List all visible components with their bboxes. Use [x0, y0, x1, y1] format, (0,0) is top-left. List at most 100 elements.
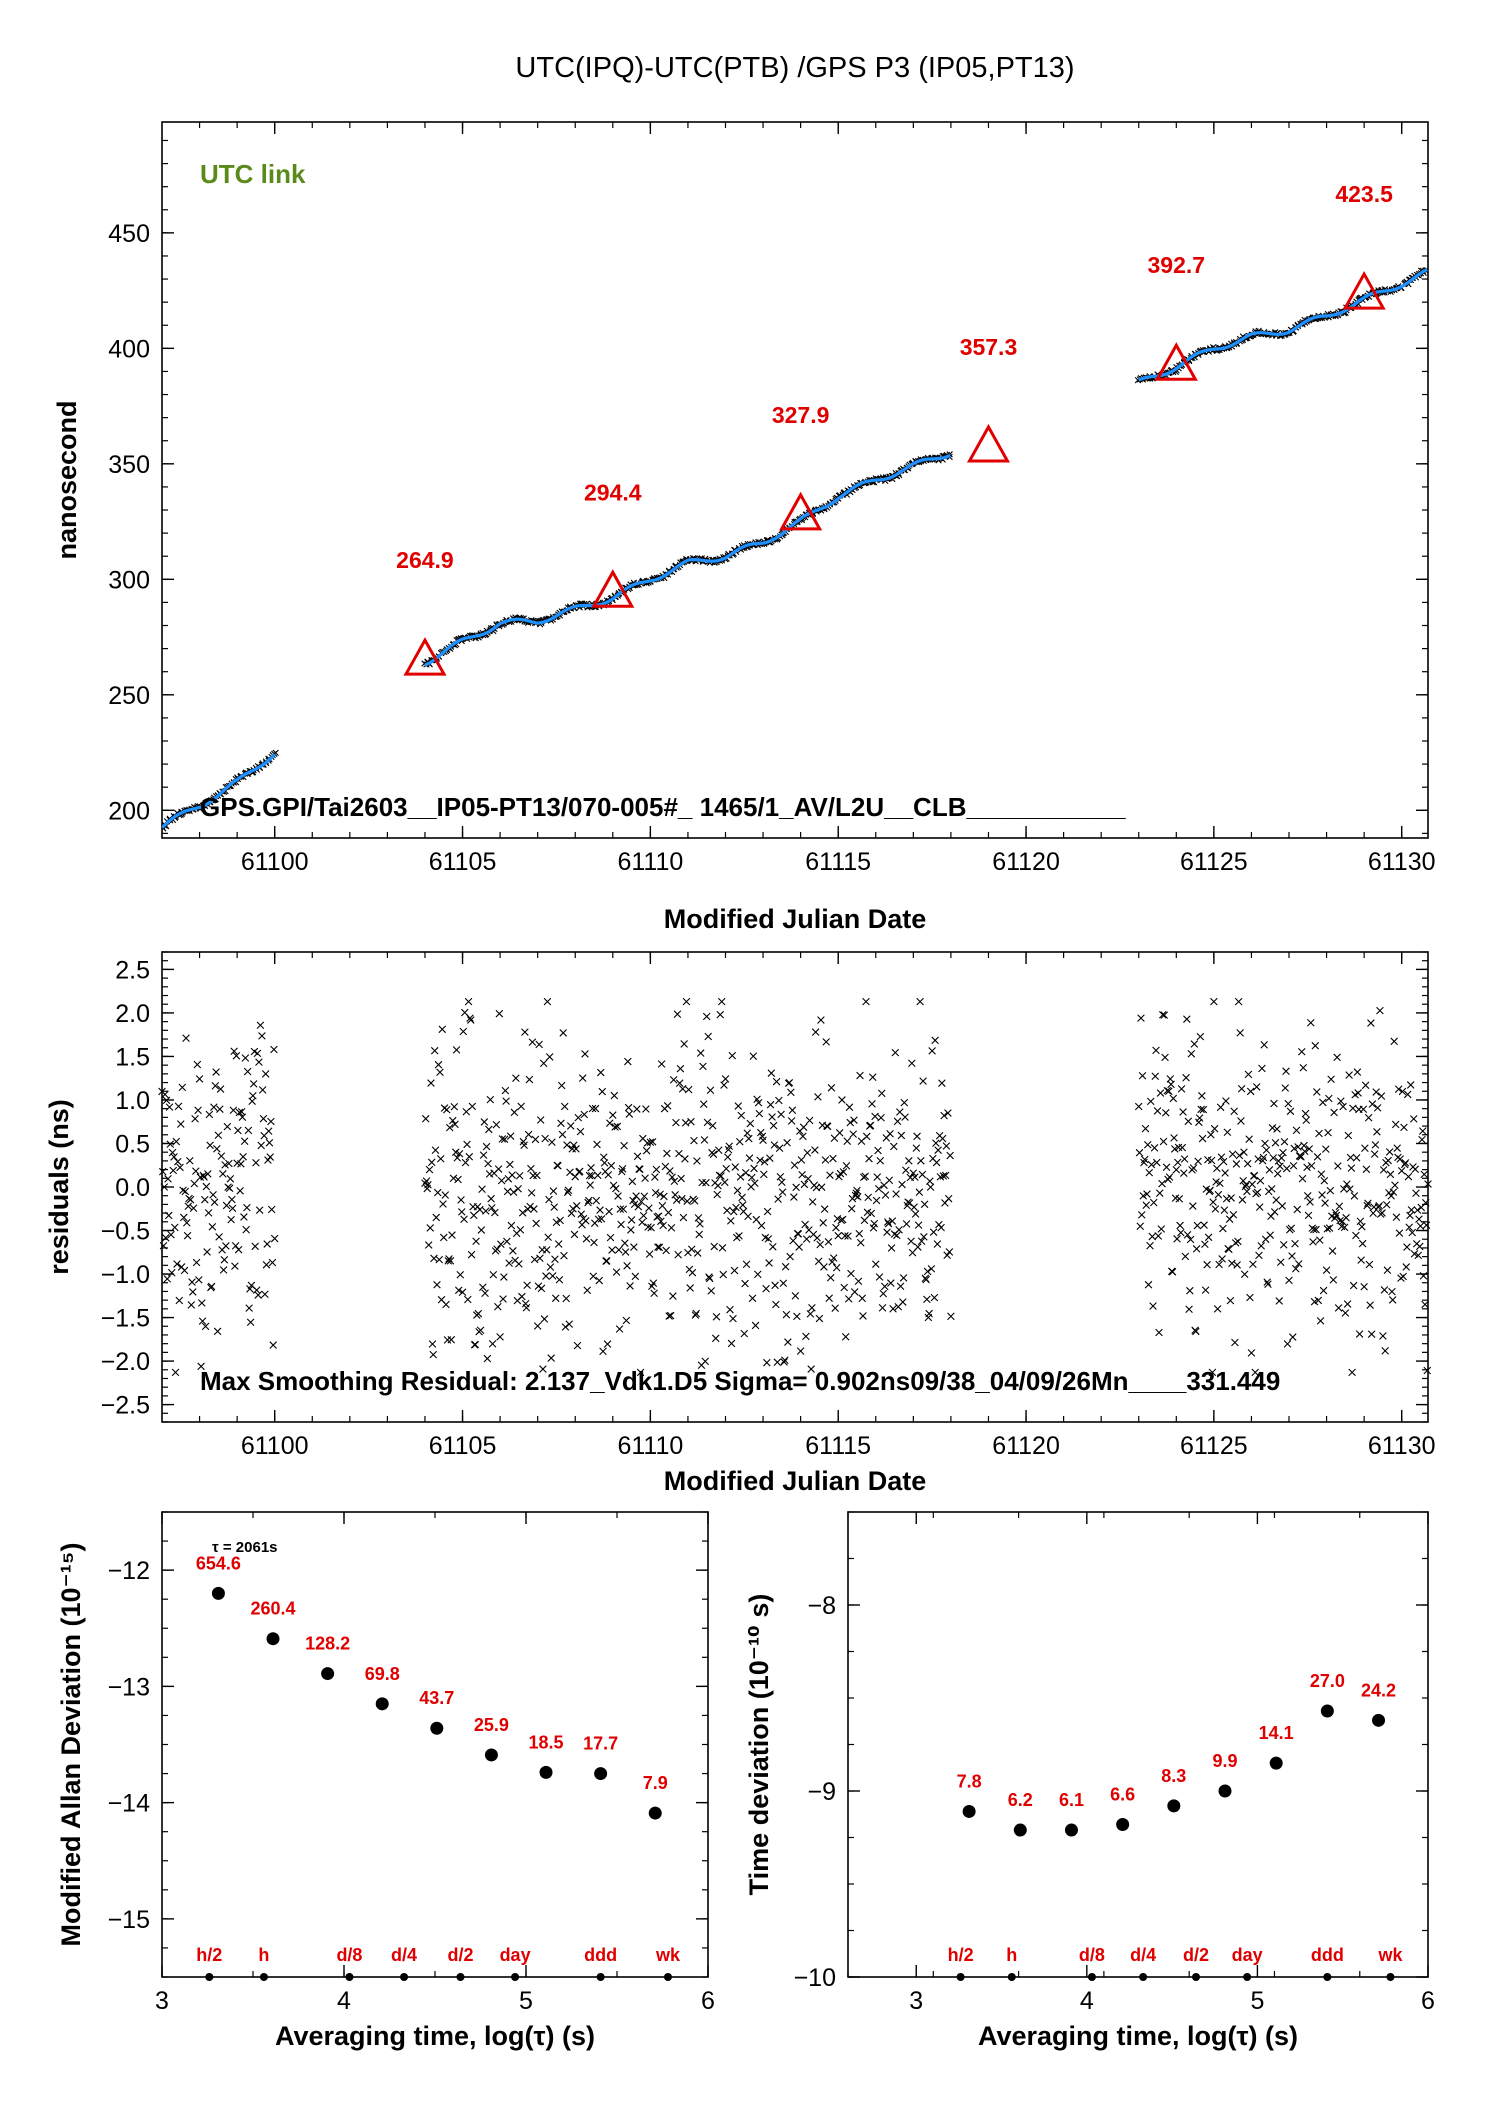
residual-point — [748, 1294, 757, 1303]
residual-point — [1402, 1263, 1410, 1271]
residual-point — [189, 1288, 197, 1296]
residual-point — [1398, 1087, 1407, 1096]
residual-point — [1214, 1190, 1223, 1199]
residual-point — [249, 1091, 257, 1100]
residual-point — [823, 1122, 832, 1131]
residual-point — [1235, 1151, 1244, 1160]
residuals-panel: 61100 61105 61110 61115 61120 61125 61130 −2.5 −… — [44, 951, 1436, 1496]
residual-point — [178, 1083, 187, 1092]
residual-point — [778, 1188, 787, 1196]
link-marker-label: 357.3 — [960, 334, 1018, 360]
residual-point — [771, 1281, 779, 1290]
residual-point — [429, 1350, 438, 1359]
residual-point — [257, 1141, 265, 1150]
residual-point — [1146, 1241, 1154, 1250]
panel-mdev-time-mark-label: d/8 — [336, 1945, 362, 1965]
residual-point — [251, 1242, 259, 1251]
residual-point — [186, 1195, 195, 1204]
residual-point — [596, 1068, 605, 1077]
residual-point — [1234, 1237, 1242, 1246]
residual-point — [206, 1141, 214, 1150]
residual-point — [721, 1075, 730, 1083]
residual-point — [1388, 1287, 1396, 1296]
residual-point — [1404, 1172, 1413, 1181]
residual-point — [642, 1105, 650, 1113]
residual-point — [1264, 1280, 1272, 1288]
residual-point — [748, 1173, 756, 1182]
residual-point — [788, 1106, 797, 1114]
residual-point — [896, 1282, 905, 1291]
residual-point — [626, 1282, 634, 1290]
residual-point — [738, 1201, 747, 1209]
residual-point — [1330, 1108, 1338, 1117]
residual-point — [1370, 1150, 1379, 1158]
residual-point — [587, 1172, 596, 1180]
residual-point — [1222, 1097, 1230, 1105]
panel-tdev-point — [1116, 1817, 1130, 1831]
residual-point — [627, 1216, 636, 1224]
residual-point — [181, 1187, 190, 1196]
residual-point — [843, 1137, 852, 1145]
residual-point — [738, 1193, 746, 1202]
residual-point — [764, 1235, 773, 1243]
residual-point — [228, 1195, 236, 1204]
residual-point — [885, 1176, 894, 1185]
residual-point — [791, 1292, 800, 1300]
residual-point — [1337, 1097, 1345, 1105]
residual-point — [435, 1255, 444, 1264]
residual-point — [1177, 1085, 1186, 1093]
residual-point — [189, 1204, 198, 1212]
residual-point — [1283, 1340, 1292, 1348]
residual-point — [793, 1312, 801, 1321]
residual-point — [195, 1276, 203, 1284]
residual-point — [1211, 1205, 1220, 1213]
residual-point — [180, 1266, 189, 1275]
residual-point — [1282, 1164, 1291, 1173]
residual-point — [1270, 1208, 1279, 1216]
residual-point — [860, 1216, 869, 1225]
residual-point — [515, 1260, 523, 1268]
panel-mdev-ytick-label: −13 — [108, 1673, 150, 1701]
residual-point — [1319, 1286, 1328, 1295]
residual-point — [1135, 1148, 1144, 1157]
residual-point — [1196, 1032, 1205, 1041]
residual-point — [1216, 1103, 1225, 1112]
residual-point — [1400, 1123, 1408, 1132]
residual-point — [1418, 1127, 1427, 1135]
residual-point — [261, 1290, 269, 1299]
residual-point — [217, 1152, 226, 1160]
residual-point — [1237, 1117, 1245, 1125]
residual-point — [549, 1187, 558, 1195]
residual-point — [1275, 1297, 1284, 1305]
residual-point — [180, 1213, 188, 1222]
panel-tdev-time-mark-label: h — [1006, 1945, 1017, 1965]
residual-point — [745, 1134, 753, 1143]
residual-point — [212, 1068, 220, 1076]
panel-tdev-time-mark-label: d/8 — [1079, 1945, 1105, 1965]
residual-point — [1155, 1328, 1163, 1337]
residual-point — [1312, 1225, 1320, 1234]
residual-point — [1322, 1145, 1330, 1153]
residual-point — [623, 1262, 631, 1270]
residual-point — [1154, 1232, 1163, 1240]
residual-point — [548, 1138, 556, 1146]
residual-point — [1333, 1053, 1341, 1062]
res-ytick-label: −2.5 — [101, 1392, 150, 1420]
residual-point — [1218, 1255, 1226, 1263]
residual-point — [1301, 1109, 1310, 1118]
residual-point — [713, 1190, 722, 1199]
residual-point — [916, 997, 924, 1006]
residual-point — [1198, 1134, 1207, 1143]
residual-point — [183, 1231, 192, 1240]
residual-point — [890, 1142, 898, 1151]
tdev-panel: 3 4 5 6 −10 −9 −8 7.8 6.2 6.1 6.6 8.3 9.9 14.1 27.0 24.… — [744, 1511, 1435, 2051]
residual-point — [842, 1162, 851, 1170]
residual-point — [202, 1182, 211, 1191]
residual-point — [674, 1250, 682, 1259]
residual-point — [1329, 1276, 1338, 1284]
residual-point — [1341, 1309, 1350, 1317]
residual-point — [444, 1257, 453, 1265]
residual-point — [605, 1207, 613, 1216]
residual-point — [884, 1218, 892, 1226]
link-plot-area — [162, 267, 1428, 832]
